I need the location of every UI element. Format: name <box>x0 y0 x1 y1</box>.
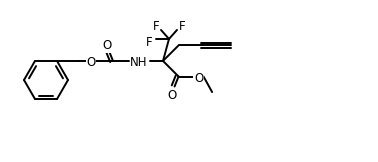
Text: O: O <box>87 56 96 69</box>
Text: O: O <box>167 88 176 102</box>
Text: O: O <box>102 39 112 52</box>
Text: NH: NH <box>130 56 148 69</box>
Text: F: F <box>179 20 185 33</box>
Text: F: F <box>146 36 152 49</box>
Text: F: F <box>153 20 159 33</box>
Text: O: O <box>194 71 203 85</box>
